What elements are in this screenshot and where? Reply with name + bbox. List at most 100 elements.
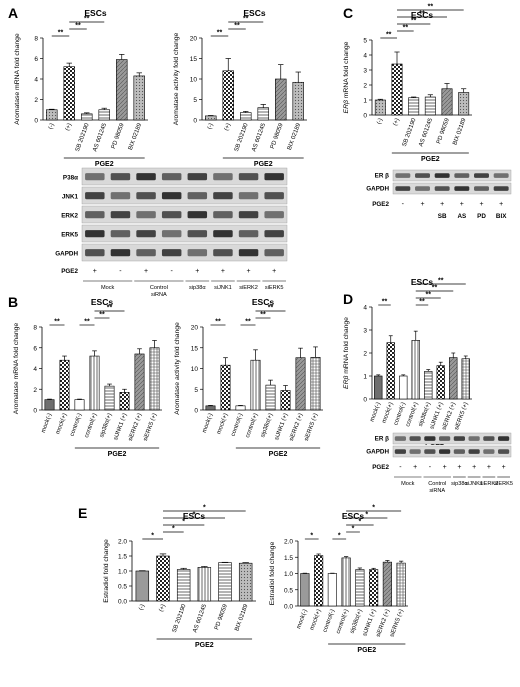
significance-label: ** (268, 305, 274, 312)
x-tick-label: mock(+) (382, 402, 395, 425)
blot-band (395, 173, 411, 178)
bar (240, 112, 252, 121)
panel-letter-c: C (343, 5, 353, 21)
lane-group-label: siRNA (429, 488, 445, 494)
blot-strip (81, 243, 288, 262)
bar (135, 570, 150, 602)
bar (424, 96, 436, 116)
bar (369, 569, 379, 607)
pge2-sign: - (171, 268, 174, 275)
chart-d1: ESCs 0 1 2 3 4 ERβ mRNA fold change mock(-) mock… (343, 277, 472, 447)
chart-c1: ESCs 0 1 2 3 4 5 ERβ mRNA fold change (-) (+) SB 2… (343, 4, 472, 163)
panel-letter-e: E (78, 505, 87, 521)
significance-label: ** (245, 319, 251, 326)
blot-band (136, 192, 156, 200)
x-tick-label: mock(-) (202, 413, 215, 434)
blot-band (161, 192, 182, 200)
bar (134, 353, 145, 411)
blot-band (395, 186, 411, 191)
significance-label: * (365, 512, 368, 519)
x-tick-label: mock(+) (55, 413, 68, 436)
y-axis-label: Aromatase mRNA fold change (14, 33, 21, 125)
blot-band (498, 449, 510, 454)
blot-band (474, 186, 489, 191)
y-tick-label: 20 (191, 325, 199, 332)
significance-label: ** (260, 312, 266, 319)
y-tick-label: 0 (363, 113, 367, 120)
lane-group-label: siERK5 (494, 481, 513, 487)
y-axis-label: Aromatase activity fold change (174, 322, 181, 415)
chart-b1: ESCs 0 2 4 6 8 Aromatase mRNA fold change mock(… (13, 297, 162, 458)
blot-strip (392, 445, 512, 458)
bar (396, 562, 406, 607)
x-tick-label: mock(-) (41, 413, 54, 434)
pge2-sign: + (93, 268, 97, 275)
bar (235, 405, 246, 411)
y-tick-label: 2.0 (118, 539, 127, 546)
charts-layer: ESCs 0 2 4 6 8 Aromatase mRNA fold change (-) (+… (13, 4, 472, 654)
blot-row-label: ER β (375, 172, 389, 179)
significance-label: ** (234, 23, 240, 30)
blot-band (483, 436, 495, 441)
chart-e2: ESCs 0.0 0.5 1.0 1.5 2.0 Estradiol fold change… (269, 505, 408, 654)
y-axis-label: ERβ mRNA fold change (343, 41, 350, 113)
chart-title: ESCs (252, 297, 274, 307)
blot-band (453, 449, 465, 454)
lane-group-label: siERK5 (265, 285, 284, 291)
x-tick-label: BIX 02189 (234, 603, 249, 632)
significance-label: ** (99, 312, 105, 319)
pge2-sign: + (499, 201, 503, 208)
pge2-sign: - (399, 464, 402, 471)
y-tick-label: 2 (33, 387, 37, 394)
blot-band (434, 186, 450, 191)
blot-band (454, 173, 470, 178)
blot-band (110, 192, 131, 200)
pge2-sign: + (457, 464, 461, 471)
y-tick-label: 2 (34, 97, 38, 104)
y-tick-label: 0 (33, 408, 37, 415)
blot-band (394, 436, 406, 441)
significance-label: ** (58, 30, 64, 37)
pge2-sign: + (195, 268, 199, 275)
x-tick-label: (-) (48, 123, 56, 131)
bar (399, 375, 408, 400)
x-tick-label: siJNK1 (+) (362, 609, 377, 638)
significance-label: ** (403, 25, 409, 32)
bar (300, 573, 310, 607)
x-tick-label: (+) (65, 123, 73, 132)
y-axis-label-rest: mRNA fold change (343, 41, 350, 100)
y-tick-label: 8 (34, 36, 38, 43)
x-tick-label: SB 202190 (234, 122, 250, 153)
x-tick-label: siJNK1 (+) (274, 413, 289, 442)
chart-a2: ESCs 0 5 10 15 20 Aromatase activity fold chan… (173, 8, 307, 168)
x-tick-label: (+) (393, 118, 401, 127)
blot-band (498, 436, 510, 441)
y-tick-label: 2.0 (284, 539, 293, 546)
blot-band (468, 449, 480, 454)
x-tick-label: (+) (224, 123, 232, 132)
blot-band (213, 249, 233, 257)
pge2-sign: + (413, 464, 417, 471)
y-tick-label: 3 (363, 68, 367, 75)
y-tick-label: 8 (33, 325, 37, 332)
significance-label: * (352, 526, 355, 533)
bar (382, 561, 392, 607)
y-axis-label: Aromatase activity fold change (173, 33, 180, 126)
chart-b2: ESCs 0 5 10 15 20 Aromatase activity fold chan… (174, 297, 323, 458)
bar (81, 113, 93, 121)
x-tick-label: sip38α(+) (99, 413, 113, 439)
blot-row-label: P38α (63, 175, 78, 182)
pge2-sign: + (460, 201, 464, 208)
blot-band (110, 249, 131, 257)
lane-group-label: siJNK1 (465, 481, 483, 487)
blot-band (238, 173, 259, 181)
pge2-sign: + (272, 268, 276, 275)
chart-title: ESCs (342, 511, 364, 521)
y-tick-label: 5 (194, 387, 198, 394)
lane-group-label: sip38α (451, 481, 468, 487)
panel-letter-d: D (343, 291, 353, 307)
x-tick-label: SB 202190 (75, 122, 91, 153)
x-tick-label: siERK5 (+) (304, 413, 320, 442)
